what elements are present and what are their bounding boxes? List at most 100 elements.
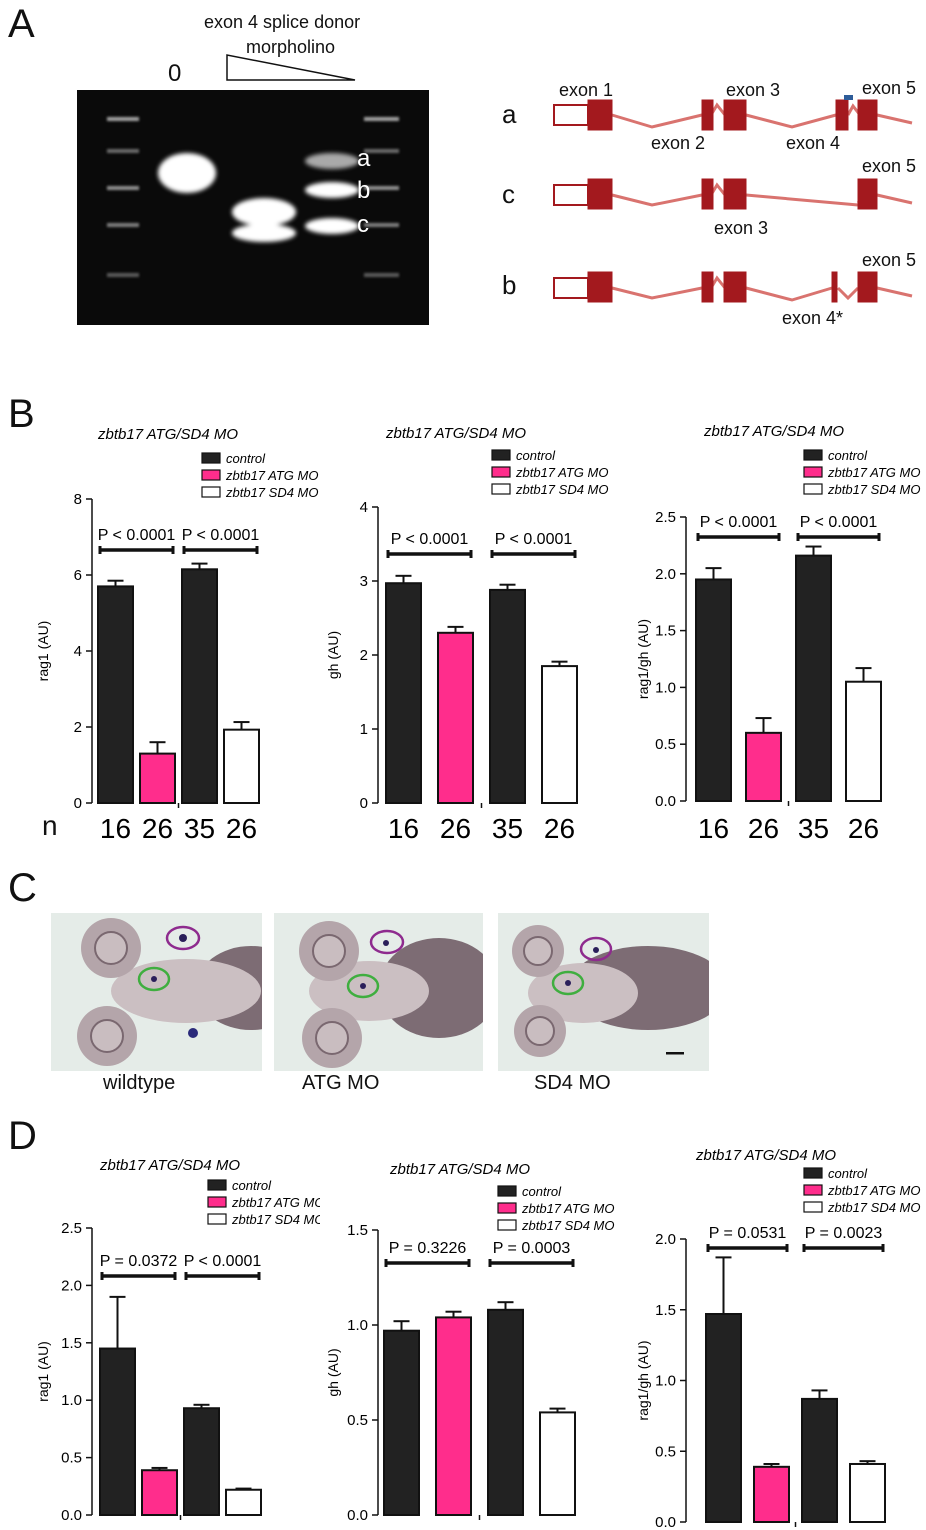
n-value-2: 35 <box>184 813 215 840</box>
legend-label-1: zbtb17 ATG MO <box>225 468 318 483</box>
legend-swatch-0 <box>207 1179 227 1191</box>
pvalue-label-0: P < 0.0001 <box>391 531 469 548</box>
bar-2 <box>487 1308 524 1516</box>
legend-swatch-1 <box>497 1202 517 1214</box>
exon-label-a-4: exon 4 <box>786 133 841 153</box>
bar-1 <box>745 731 782 802</box>
legend-label-2: zbtb17 SD4 MO <box>827 482 921 497</box>
y-tick-label: 1.0 <box>61 1392 82 1409</box>
legend-swatch-0 <box>491 449 511 461</box>
pvalue-label-0: P = 0.0372 <box>100 1253 178 1270</box>
chart-title: zbtb17 ATG/SD4 MO <box>389 1161 530 1178</box>
bar-3 <box>541 665 578 804</box>
n-value-1: 26 <box>748 813 779 840</box>
bar-chart-b-rag1-gh: zbtb17 ATG/SD4 MO control zbtb17 ATG MO zbt… <box>635 423 921 840</box>
legend-swatch-1 <box>803 1184 823 1196</box>
y-tick-label: 2.0 <box>61 1277 82 1294</box>
exon-label-a-5: exon 5 <box>862 78 917 98</box>
y-tick-label: 2.5 <box>61 1220 82 1237</box>
bar-0 <box>385 582 422 804</box>
gel-treatment-label-line2: morpholino <box>246 37 336 57</box>
legend-swatch-2 <box>491 483 511 495</box>
pvalue-label-1: P < 0.0001 <box>184 1253 262 1270</box>
bar-0 <box>99 1347 136 1516</box>
y-axis-label: rag1 (AU) <box>35 621 51 682</box>
bar-3 <box>845 680 882 802</box>
legend-label-0: control <box>516 448 556 463</box>
bar-2 <box>181 568 218 804</box>
chart-title: zbtb17 ATG/SD4 MO <box>703 423 844 440</box>
legend-label-1: zbtb17 ATG MO <box>515 465 608 480</box>
splice-diagram <box>553 95 913 303</box>
panel-label-a: A <box>8 2 35 46</box>
y-tick-label: 1.5 <box>347 1222 368 1239</box>
bar-1 <box>435 1316 472 1516</box>
embryo-image-sd4-mo <box>498 913 709 1071</box>
y-axis-label: rag1/gh (AU) <box>635 619 651 699</box>
y-tick-label: 0.5 <box>61 1450 82 1467</box>
chart-title: zbtb17 ATG/SD4 MO <box>695 1147 836 1164</box>
y-tick-label: 3 <box>360 573 368 590</box>
bar-chart-d-rag1: zbtb17 ATG/SD4 MO control zbtb17 ATG MO zbt… <box>35 1157 320 1524</box>
chart-title: zbtb17 ATG/SD4 MO <box>99 1157 240 1174</box>
bar-chart-d-rag1-gh: zbtb17 ATG/SD4 MO control zbtb17 ATG MO zbt… <box>635 1147 921 1530</box>
exon-label-a-1: exon 1 <box>559 80 614 100</box>
pvalue-label-1: P = 0.0003 <box>493 1240 571 1257</box>
legend-label-1: zbtb17 ATG MO <box>827 1183 920 1198</box>
y-tick-label: 0.0 <box>61 1507 82 1524</box>
bar-2 <box>801 1397 838 1523</box>
exon-label-a-2: exon 2 <box>651 133 706 153</box>
embryo-label-sd4-mo: SD4 MO <box>534 1072 611 1094</box>
y-axis-label: rag1 (AU) <box>35 1341 51 1402</box>
legend-swatch-0 <box>803 1167 823 1179</box>
gel-treatment-label-line1: exon 4 splice donor <box>204 12 361 32</box>
legend-label-2: zbtb17 SD4 MO <box>225 485 319 500</box>
bar-1 <box>139 752 176 805</box>
legend-label-1: zbtb17 ATG MO <box>231 1195 320 1210</box>
y-tick-label: 8 <box>74 491 82 508</box>
splice-row-label-b: b <box>502 270 517 300</box>
exon-label-c-5: exon 5 <box>862 156 917 176</box>
panel-label-b: B <box>8 392 35 436</box>
legend-swatch-2 <box>497 1219 517 1231</box>
legend-swatch-0 <box>497 1185 517 1197</box>
bar-2 <box>795 554 832 802</box>
y-tick-label: 0.0 <box>655 1514 676 1530</box>
legend-swatch-1 <box>201 469 221 481</box>
y-axis-label: gh (AU) <box>325 1348 341 1396</box>
y-tick-label: 1.0 <box>655 1373 676 1390</box>
y-tick-label: 2.0 <box>655 566 676 583</box>
y-tick-label: 0.5 <box>655 1443 676 1460</box>
exon-label-b-5: exon 5 <box>862 250 917 270</box>
legend-label-2: zbtb17 SD4 MO <box>231 1212 320 1227</box>
agarose-gel-image <box>77 90 429 325</box>
n-value-2: 35 <box>492 813 523 840</box>
panel-label-d: D <box>8 1114 37 1158</box>
y-axis-label: gh (AU) <box>325 631 341 679</box>
bar-0 <box>383 1329 420 1516</box>
gel-band-label-b: b <box>357 177 371 204</box>
legend-swatch-2 <box>207 1213 227 1225</box>
legend-swatch-2 <box>803 1201 823 1213</box>
y-tick-label: 4 <box>360 499 368 516</box>
n-value-1: 26 <box>440 813 471 840</box>
exon-label-b-4star: exon 4* <box>782 308 844 328</box>
y-tick-label: 1.5 <box>655 1302 676 1319</box>
y-tick-label: 0.5 <box>347 1412 368 1429</box>
pvalue-label-1: P < 0.0001 <box>182 527 260 544</box>
legend-label-0: control <box>522 1184 562 1199</box>
n-value-0: 16 <box>698 813 729 840</box>
y-tick-label: 1.0 <box>347 1317 368 1334</box>
bar-0 <box>97 585 134 804</box>
bar-3 <box>849 1462 886 1523</box>
exon-label-c-3: exon 3 <box>714 218 769 238</box>
legend-label-0: control <box>226 451 266 466</box>
bar-chart-d-gh: zbtb17 ATG/SD4 MO control zbtb17 ATG MO zbt… <box>325 1161 615 1524</box>
legend-swatch-2 <box>803 483 823 495</box>
legend-label-0: control <box>828 1166 868 1181</box>
bar-3 <box>223 728 260 804</box>
embryo-label-atg-mo: ATG MO <box>302 1072 380 1094</box>
bar-1 <box>437 631 474 804</box>
splice-row-label-c: c <box>502 179 515 209</box>
embryo-image-wildtype <box>51 913 262 1071</box>
